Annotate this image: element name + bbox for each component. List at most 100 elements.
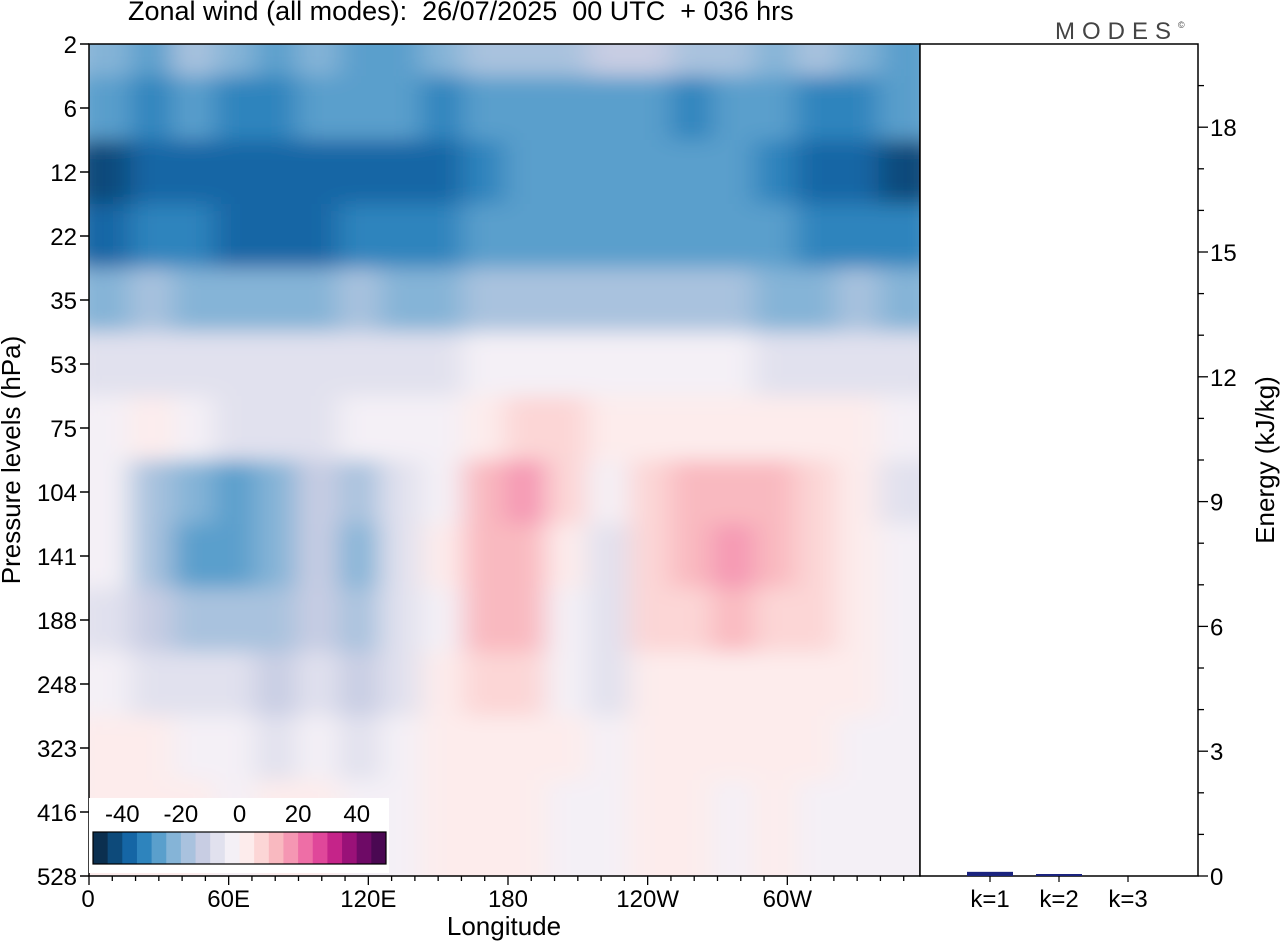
- heat-cell: [753, 140, 797, 205]
- heat-cell: [255, 716, 298, 781]
- heat-cell: [338, 76, 381, 141]
- heat-cell: [629, 588, 672, 653]
- y-tick-label: 248: [37, 672, 77, 699]
- heat-cell: [836, 332, 880, 397]
- heat-cell: [296, 396, 340, 461]
- heat-cell: [130, 268, 174, 333]
- heat-cell: [255, 524, 298, 589]
- heat-cell: [213, 716, 257, 781]
- heat-cell: [462, 204, 506, 269]
- heat-cell: [670, 204, 714, 269]
- heat-cell: [753, 652, 797, 717]
- heat-cell: [172, 524, 215, 589]
- heat-cell: [878, 588, 920, 653]
- heat-cell: [172, 204, 215, 269]
- heat-cell: [629, 44, 672, 77]
- heat-cell: [462, 716, 506, 781]
- heat-cell: [670, 844, 714, 876]
- heat-cell: [836, 44, 880, 77]
- heat-cell: [712, 268, 755, 333]
- x-axis-label: Longitude: [447, 911, 561, 941]
- heat-cell: [546, 588, 589, 653]
- heat-cell: [629, 716, 672, 781]
- heat-cell: [836, 204, 880, 269]
- heat-cell: [296, 652, 340, 717]
- heat-cell: [172, 396, 215, 461]
- heat-cell: [462, 268, 506, 333]
- heat-cell: [462, 780, 506, 845]
- heat-cell: [795, 76, 838, 141]
- heat-cell: [172, 716, 215, 781]
- heat-cell: [421, 524, 464, 589]
- energy-tick-label: 6: [1210, 614, 1223, 641]
- heat-cell: [213, 268, 257, 333]
- heat-cell: [878, 780, 920, 845]
- heat-cell: [296, 460, 340, 525]
- heat-cell: [89, 588, 132, 653]
- heat-cell: [670, 332, 714, 397]
- heat-cell: [795, 780, 838, 845]
- heat-cell: [172, 588, 215, 653]
- colorbar-swatch: [298, 832, 314, 864]
- heat-cell: [712, 524, 755, 589]
- heat-cell: [338, 140, 381, 205]
- heat-cell: [546, 204, 589, 269]
- heat-cell: [795, 140, 838, 205]
- heat-cell: [213, 396, 257, 461]
- heat-cell: [338, 396, 381, 461]
- heat-cell: [296, 268, 340, 333]
- x-tick-label: 60W: [763, 886, 813, 913]
- pressure-axis: 2 6 12 22 35 53 75 104 141 188 248 323 416 528: [37, 32, 89, 891]
- heat-cell: [878, 140, 920, 205]
- heat-cell: [89, 268, 132, 333]
- heat-cell: [587, 204, 631, 269]
- heat-cell: [504, 588, 548, 653]
- heat-cell: [421, 780, 464, 845]
- colorbar-tick-label: 0: [233, 801, 246, 828]
- y-tick-label: 323: [37, 736, 77, 763]
- heat-cell: [421, 76, 464, 141]
- y-tick-label: 35: [50, 288, 77, 315]
- heat-cell: [89, 524, 132, 589]
- heat-cell: [546, 76, 589, 141]
- heat-cell: [878, 44, 920, 77]
- heat-cell: [130, 204, 174, 269]
- colorbar-tick-label: -40: [105, 801, 140, 828]
- heat-cell: [338, 716, 381, 781]
- heat-cell: [878, 460, 920, 525]
- heat-cell: [379, 76, 423, 141]
- heat-cell: [546, 460, 589, 525]
- y-tick-label: 12: [50, 160, 77, 187]
- heat-cell: [296, 76, 340, 141]
- heat-cell: [629, 140, 672, 205]
- heat-cell: [296, 588, 340, 653]
- heat-cell: [546, 44, 589, 77]
- heat-cell: [296, 204, 340, 269]
- heat-cell: [546, 844, 589, 876]
- heat-cell: [712, 204, 755, 269]
- heat-cell: [504, 652, 548, 717]
- heat-cell: [296, 716, 340, 781]
- heat-cell: [836, 396, 880, 461]
- heat-cell: [795, 268, 838, 333]
- heat-cell: [629, 332, 672, 397]
- colorbar-swatch: [107, 832, 123, 864]
- colorbar-swatch: [180, 832, 197, 864]
- heat-cell: [213, 652, 257, 717]
- heat-cell: [795, 588, 838, 653]
- y-tick-label: 188: [37, 608, 77, 635]
- heat-cell: [172, 332, 215, 397]
- heat-cell: [753, 588, 797, 653]
- heat-cell: [255, 460, 298, 525]
- heat-cell: [670, 780, 714, 845]
- heat-cell: [296, 524, 340, 589]
- heat-cell: [504, 76, 548, 141]
- heat-cell: [255, 396, 298, 461]
- heat-cell: [712, 780, 755, 845]
- heat-cell: [712, 76, 755, 141]
- heat-cell: [172, 268, 215, 333]
- heat-cell: [878, 268, 920, 333]
- heat-cell: [836, 716, 880, 781]
- heat-cell: [587, 268, 631, 333]
